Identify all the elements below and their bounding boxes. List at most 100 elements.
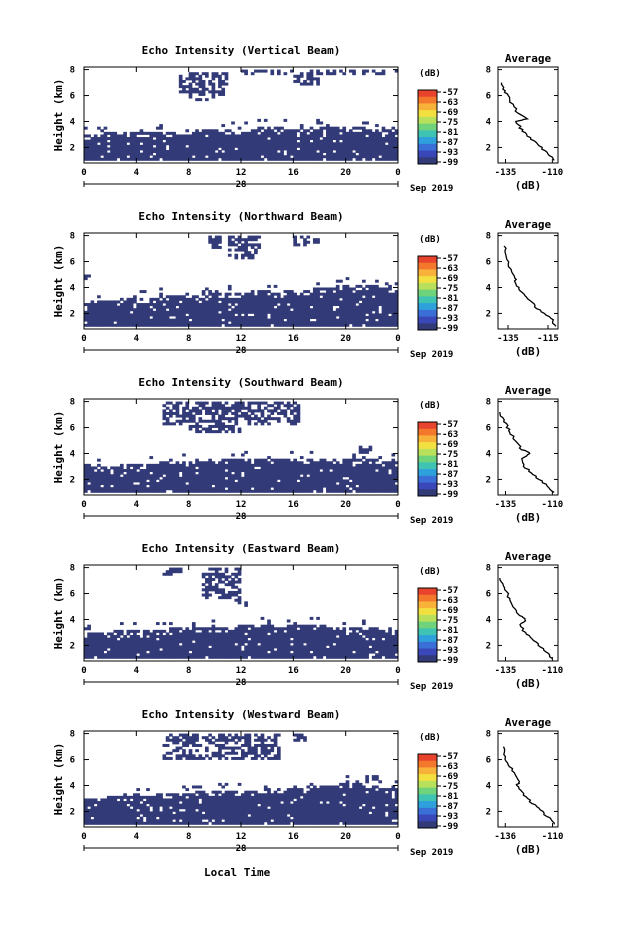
echo-cell xyxy=(142,318,147,322)
echo-cell xyxy=(263,316,268,320)
echo-cell xyxy=(172,635,176,639)
echo-cell xyxy=(97,479,101,483)
echo-cell xyxy=(116,316,121,320)
echo-cell xyxy=(312,129,317,133)
echo-cell xyxy=(159,469,163,473)
echo-cell xyxy=(165,635,170,639)
echo-cell xyxy=(309,297,314,301)
echo-cell xyxy=(126,469,131,473)
echo-cell xyxy=(198,430,203,434)
echo-cell xyxy=(263,118,268,122)
echo-cell xyxy=(162,487,167,491)
echo-cell xyxy=(312,155,317,159)
echo-cell xyxy=(126,653,131,657)
echo-cell xyxy=(198,461,203,465)
echo-cell xyxy=(250,463,255,467)
echo-cell xyxy=(103,648,108,652)
echo-cell xyxy=(165,655,170,659)
echo-cell xyxy=(208,653,212,657)
echo-cell xyxy=(97,469,101,473)
echo-cell xyxy=(195,409,199,413)
echo-cell xyxy=(250,297,255,301)
echo-cell xyxy=(165,466,170,470)
echo-cell xyxy=(113,482,118,486)
echo-cell xyxy=(378,316,383,320)
echo-cell xyxy=(165,632,170,636)
echo-cell xyxy=(162,655,167,659)
echo-cell xyxy=(335,134,340,138)
echo-cell xyxy=(322,632,327,636)
echo-cell xyxy=(319,463,324,467)
echo-cell xyxy=(123,474,127,478)
echo-cell xyxy=(188,645,193,649)
echo-cell xyxy=(188,82,193,86)
echo-cell xyxy=(201,85,206,89)
echo-cell xyxy=(286,479,291,483)
echo-cell xyxy=(371,152,376,156)
echo-cell xyxy=(162,142,167,146)
echo-cell xyxy=(221,479,226,483)
echo-cell xyxy=(267,323,271,327)
echo-cell xyxy=(348,484,353,488)
echo-cell xyxy=(84,650,88,654)
echo-cell xyxy=(358,466,363,470)
echo-cell xyxy=(365,69,369,73)
echo-cell xyxy=(270,308,275,312)
echo-cell xyxy=(244,248,248,252)
echo-cell xyxy=(172,131,176,135)
echo-cell xyxy=(191,653,196,657)
echo-cell xyxy=(247,134,252,138)
echo-cell xyxy=(198,476,203,480)
echo-cell xyxy=(257,458,262,462)
echo-cell xyxy=(263,155,268,159)
echo-cell xyxy=(214,245,219,249)
echo-cell xyxy=(234,238,239,242)
echo-cell xyxy=(169,650,173,654)
echo-cell xyxy=(185,469,190,473)
echo-cell xyxy=(342,305,347,309)
echo-cell xyxy=(352,321,356,325)
echo-cell xyxy=(231,640,235,644)
echo-cell xyxy=(214,303,219,307)
echo-cell xyxy=(381,305,386,309)
echo-cell xyxy=(205,427,209,431)
echo-cell xyxy=(299,303,304,307)
echo-cell xyxy=(358,471,363,475)
echo-cell xyxy=(198,401,203,405)
echo-cell xyxy=(241,461,245,465)
echo-cell xyxy=(136,147,140,151)
echo-cell xyxy=(296,323,301,327)
echo-cell xyxy=(267,487,271,491)
echo-cell xyxy=(116,476,121,480)
echo-cell xyxy=(332,155,337,159)
echo-cell xyxy=(211,245,216,249)
echo-cell xyxy=(326,484,330,488)
echo-cell xyxy=(218,635,222,639)
echo-cell xyxy=(267,619,271,623)
echo-cell xyxy=(172,466,176,470)
echo-cell xyxy=(231,157,235,161)
echo-cell xyxy=(375,147,379,151)
echo-cell xyxy=(352,316,356,320)
echo-cell xyxy=(119,489,124,493)
echo-cell xyxy=(283,642,288,646)
echo-cell xyxy=(388,466,392,470)
echo-cell xyxy=(247,458,252,462)
echo-cell xyxy=(159,323,163,327)
echo-cell xyxy=(152,482,157,486)
echo-cell xyxy=(378,476,383,480)
echo-cell xyxy=(221,124,226,128)
echo-cell xyxy=(319,650,324,654)
echo-cell xyxy=(286,404,291,408)
echo-cell xyxy=(362,313,366,317)
echo-cell xyxy=(149,476,154,480)
echo-cell xyxy=(263,469,268,473)
echo-cell xyxy=(208,593,212,597)
echo-cell xyxy=(355,323,360,327)
echo-cell xyxy=(97,126,101,130)
echo-cell xyxy=(365,316,369,320)
echo-cell xyxy=(270,318,275,322)
echo-cell xyxy=(188,484,193,488)
echo-cell xyxy=(391,297,396,301)
echo-cell xyxy=(90,316,95,320)
